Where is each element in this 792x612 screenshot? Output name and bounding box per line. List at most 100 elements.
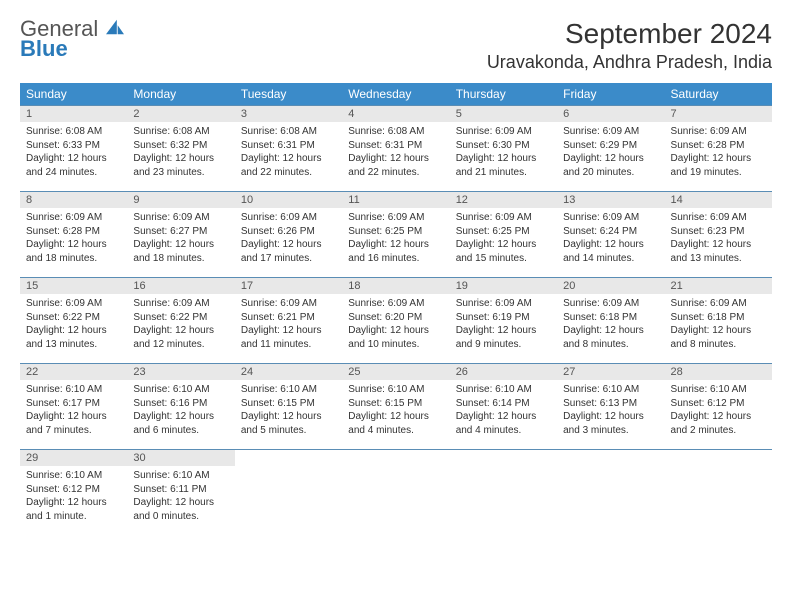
sunrise-line: Sunrise: 6:09 AM [671,125,766,139]
day-content: Sunrise: 6:09 AMSunset: 6:20 PMDaylight:… [342,294,449,357]
page-header: General Blue September 2024 Uravakonda, … [20,18,772,73]
day-number: 23 [127,364,234,380]
day-cell: 7Sunrise: 6:09 AMSunset: 6:28 PMDaylight… [665,106,772,192]
daylight-line: Daylight: 12 hours and 0 minutes. [133,496,228,523]
sunrise-line: Sunrise: 6:08 AM [241,125,336,139]
sunrise-line: Sunrise: 6:09 AM [241,211,336,225]
sunrise-line: Sunrise: 6:10 AM [133,383,228,397]
daylight-line: Daylight: 12 hours and 22 minutes. [348,152,443,179]
day-content: Sunrise: 6:09 AMSunset: 6:28 PMDaylight:… [20,208,127,271]
daylight-line: Daylight: 12 hours and 9 minutes. [456,324,551,351]
day-number: 13 [557,192,664,208]
brand-name-2: Blue [20,36,68,61]
title-block: September 2024 Uravakonda, Andhra Prades… [487,18,772,73]
sunset-line: Sunset: 6:12 PM [26,483,121,497]
day-number: 7 [665,106,772,122]
sunset-line: Sunset: 6:33 PM [26,139,121,153]
day-cell: 14Sunrise: 6:09 AMSunset: 6:23 PMDayligh… [665,192,772,278]
day-content: Sunrise: 6:09 AMSunset: 6:18 PMDaylight:… [557,294,664,357]
day-number: 27 [557,364,664,380]
sunset-line: Sunset: 6:22 PM [26,311,121,325]
dayname-row: Sunday Monday Tuesday Wednesday Thursday… [20,83,772,106]
day-cell: 18Sunrise: 6:09 AMSunset: 6:20 PMDayligh… [342,278,449,364]
daylight-line: Daylight: 12 hours and 13 minutes. [671,238,766,265]
day-number: 6 [557,106,664,122]
sunrise-line: Sunrise: 6:09 AM [456,297,551,311]
calendar-body: 1Sunrise: 6:08 AMSunset: 6:33 PMDaylight… [20,106,772,536]
sunrise-line: Sunrise: 6:09 AM [671,297,766,311]
sunrise-line: Sunrise: 6:09 AM [348,297,443,311]
daylight-line: Daylight: 12 hours and 4 minutes. [456,410,551,437]
day-number: 18 [342,278,449,294]
day-number: 20 [557,278,664,294]
day-cell: 26Sunrise: 6:10 AMSunset: 6:14 PMDayligh… [450,364,557,450]
sunrise-line: Sunrise: 6:10 AM [241,383,336,397]
sunset-line: Sunset: 6:12 PM [671,397,766,411]
week-row: 22Sunrise: 6:10 AMSunset: 6:17 PMDayligh… [20,364,772,450]
location-text: Uravakonda, Andhra Pradesh, India [487,52,772,73]
daylight-line: Daylight: 12 hours and 7 minutes. [26,410,121,437]
day-content: Sunrise: 6:10 AMSunset: 6:12 PMDaylight:… [20,466,127,529]
sail-icon [104,18,126,36]
week-row: 8Sunrise: 6:09 AMSunset: 6:28 PMDaylight… [20,192,772,278]
day-cell: 17Sunrise: 6:09 AMSunset: 6:21 PMDayligh… [235,278,342,364]
sunrise-line: Sunrise: 6:09 AM [133,297,228,311]
dayname-mon: Monday [127,83,234,106]
dayname-tue: Tuesday [235,83,342,106]
sunrise-line: Sunrise: 6:09 AM [241,297,336,311]
sunrise-line: Sunrise: 6:08 AM [26,125,121,139]
day-cell: 29Sunrise: 6:10 AMSunset: 6:12 PMDayligh… [20,450,127,536]
day-number: 14 [665,192,772,208]
day-cell: 21Sunrise: 6:09 AMSunset: 6:18 PMDayligh… [665,278,772,364]
daylight-line: Daylight: 12 hours and 10 minutes. [348,324,443,351]
sunset-line: Sunset: 6:29 PM [563,139,658,153]
day-content: Sunrise: 6:09 AMSunset: 6:19 PMDaylight:… [450,294,557,357]
daylight-line: Daylight: 12 hours and 22 minutes. [241,152,336,179]
day-number: 4 [342,106,449,122]
day-number: 24 [235,364,342,380]
day-content: Sunrise: 6:10 AMSunset: 6:14 PMDaylight:… [450,380,557,443]
daylight-line: Daylight: 12 hours and 21 minutes. [456,152,551,179]
daylight-line: Daylight: 12 hours and 13 minutes. [26,324,121,351]
calendar-table: Sunday Monday Tuesday Wednesday Thursday… [20,83,772,536]
day-number: 11 [342,192,449,208]
day-cell: 19Sunrise: 6:09 AMSunset: 6:19 PMDayligh… [450,278,557,364]
day-number: 2 [127,106,234,122]
day-number: 21 [665,278,772,294]
day-cell: 28Sunrise: 6:10 AMSunset: 6:12 PMDayligh… [665,364,772,450]
sunrise-line: Sunrise: 6:09 AM [456,211,551,225]
day-content: Sunrise: 6:09 AMSunset: 6:24 PMDaylight:… [557,208,664,271]
sunrise-line: Sunrise: 6:09 AM [563,125,658,139]
day-number-empty [665,450,772,466]
day-content: Sunrise: 6:10 AMSunset: 6:15 PMDaylight:… [235,380,342,443]
daylight-line: Daylight: 12 hours and 18 minutes. [133,238,228,265]
day-cell: 30Sunrise: 6:10 AMSunset: 6:11 PMDayligh… [127,450,234,536]
sunset-line: Sunset: 6:20 PM [348,311,443,325]
sunset-line: Sunset: 6:22 PM [133,311,228,325]
day-content: Sunrise: 6:09 AMSunset: 6:18 PMDaylight:… [665,294,772,357]
sunrise-line: Sunrise: 6:10 AM [671,383,766,397]
day-cell: 27Sunrise: 6:10 AMSunset: 6:13 PMDayligh… [557,364,664,450]
sunset-line: Sunset: 6:16 PM [133,397,228,411]
day-content: Sunrise: 6:09 AMSunset: 6:22 PMDaylight:… [127,294,234,357]
sunrise-line: Sunrise: 6:10 AM [133,469,228,483]
sunset-line: Sunset: 6:15 PM [241,397,336,411]
day-cell [557,450,664,536]
sunrise-line: Sunrise: 6:10 AM [348,383,443,397]
sunrise-line: Sunrise: 6:09 AM [563,211,658,225]
daylight-line: Daylight: 12 hours and 18 minutes. [26,238,121,265]
day-content: Sunrise: 6:09 AMSunset: 6:30 PMDaylight:… [450,122,557,185]
dayname-fri: Friday [557,83,664,106]
day-cell: 24Sunrise: 6:10 AMSunset: 6:15 PMDayligh… [235,364,342,450]
daylight-line: Daylight: 12 hours and 8 minutes. [563,324,658,351]
day-number: 17 [235,278,342,294]
day-cell: 4Sunrise: 6:08 AMSunset: 6:31 PMDaylight… [342,106,449,192]
day-content: Sunrise: 6:08 AMSunset: 6:33 PMDaylight:… [20,122,127,185]
day-cell: 9Sunrise: 6:09 AMSunset: 6:27 PMDaylight… [127,192,234,278]
day-number: 28 [665,364,772,380]
daylight-line: Daylight: 12 hours and 3 minutes. [563,410,658,437]
sunset-line: Sunset: 6:26 PM [241,225,336,239]
day-cell [665,450,772,536]
day-cell: 10Sunrise: 6:09 AMSunset: 6:26 PMDayligh… [235,192,342,278]
daylight-line: Daylight: 12 hours and 16 minutes. [348,238,443,265]
